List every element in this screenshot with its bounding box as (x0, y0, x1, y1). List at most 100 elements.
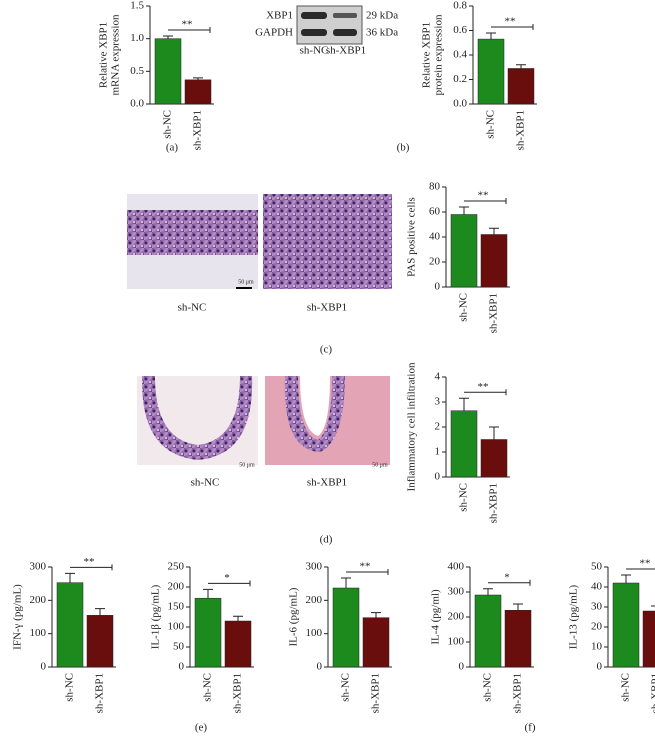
y-axis-title: mRNA expression (110, 14, 122, 95)
significance-bracket (346, 569, 389, 575)
significance-bracket (464, 389, 507, 396)
y-axis-title: Inflammatory cell infiltration (406, 362, 418, 491)
x-tick-label: sh-NC (458, 483, 470, 512)
y-tick-label: 50 (173, 641, 185, 653)
y-axis-title: IL-4 (pg/ml) (430, 589, 442, 645)
x-tick-label: sh-NC (64, 673, 76, 702)
panel-label: (e) (195, 722, 208, 734)
bar (480, 234, 508, 288)
y-tick-label: 100 (30, 627, 47, 639)
y-tick-label: 0 (41, 661, 47, 673)
image-label: sh-NC (191, 477, 220, 489)
image-label: sh-NC (178, 302, 207, 314)
y-tick-label: 0.8 (453, 0, 467, 12)
error-bar (489, 426, 499, 440)
significance-label: * (224, 572, 230, 584)
significance-label: ** (84, 556, 95, 568)
error-bar (193, 77, 203, 80)
x-tick-label: sh-XBP1 (370, 673, 382, 713)
x-tick-label: sh-NC (485, 110, 497, 139)
significance-label: ** (182, 19, 193, 31)
bar (56, 582, 84, 668)
y-tick-label: 200 (448, 611, 465, 623)
error-bar (483, 588, 493, 595)
y-tick-label: 1.5 (130, 0, 144, 12)
y-tick-label: 150 (168, 601, 185, 613)
y-tick-label: 0 (597, 661, 603, 673)
error-bar (513, 603, 523, 611)
y-tick-label: 1.0 (130, 32, 144, 44)
significance-bracket (488, 579, 531, 586)
bar (450, 410, 478, 478)
error-bar (486, 32, 496, 40)
x-tick-label: sh-XBP1 (512, 673, 524, 713)
bar (154, 38, 182, 105)
y-tick-label: 0.6 (453, 24, 467, 36)
y-tick-label: 0.2 (453, 73, 467, 85)
error-bar (459, 397, 469, 411)
y-tick-label: 100 (306, 627, 323, 639)
image-label: sh-XBP1 (307, 302, 347, 314)
y-tick-label: 100 (168, 621, 185, 633)
y-tick-label: 0 (435, 281, 441, 293)
bar (224, 620, 252, 668)
significance-label: ** (505, 15, 516, 27)
scale-bar: 50 μm (238, 279, 254, 285)
y-tick-label: 0 (317, 661, 323, 673)
bar (450, 214, 478, 288)
error-bar (516, 64, 526, 69)
blot-band (333, 29, 357, 36)
x-tick-label: sh-XBP1 (192, 110, 204, 150)
y-tick-label: 300 (306, 561, 323, 573)
x-tick-label: sh-XBP1 (232, 673, 244, 713)
y-tick-label: 300 (30, 561, 47, 573)
lumen (300, 376, 330, 436)
significance-bracket (491, 23, 534, 30)
error-bar (341, 577, 351, 588)
x-tick-label: sh-NC (340, 673, 352, 702)
y-tick-label: 60 (429, 206, 441, 218)
x-tick-label: sh-NC (458, 293, 470, 322)
tissue (284, 376, 345, 452)
y-tick-label: 0 (435, 471, 441, 483)
scale-bar: 50 μm (239, 462, 255, 468)
bar (194, 597, 222, 668)
y-tick-label: 20 (591, 621, 603, 633)
lane-label: sh-NC (300, 45, 329, 57)
x-tick-label: sh-XBP1 (515, 110, 527, 150)
bar (612, 582, 640, 668)
bar (642, 610, 655, 668)
panel-label: (b) (397, 142, 410, 154)
y-tick-label: 2 (435, 421, 441, 433)
x-tick-label: sh-NC (482, 673, 494, 702)
y-tick-label: 80 (429, 181, 441, 193)
bar (477, 38, 505, 105)
error-bar (65, 572, 75, 583)
panel-label: (f) (525, 722, 536, 734)
bar (184, 79, 212, 105)
error-bar (621, 574, 631, 583)
y-tick-label: 10 (591, 641, 603, 653)
y-tick-label: 200 (30, 594, 47, 606)
y-tick-label: 0.5 (130, 65, 144, 77)
y-tick-label: 0 (459, 661, 465, 673)
bar (474, 594, 502, 668)
image-label: sh-XBP1 (307, 477, 347, 489)
error-bar (203, 588, 213, 599)
bar (507, 68, 535, 105)
y-tick-label: 40 (591, 581, 603, 593)
y-tick-label: 1 (435, 446, 441, 458)
significance-bracket (208, 580, 251, 587)
x-tick-label: sh-XBP1 (488, 293, 500, 333)
error-bar (459, 206, 469, 215)
y-tick-label: 400 (448, 561, 465, 573)
blot-band (301, 29, 327, 36)
x-tick-label: sh-NC (620, 673, 632, 702)
y-axis-title: IFN-γ (pg/mL) (12, 584, 24, 650)
significance-label: ** (360, 561, 371, 573)
y-axis-title: IL-13 (pg/mL) (568, 584, 580, 649)
y-tick-label: 50 (591, 561, 603, 573)
y-axis-title: protein expression (433, 14, 445, 95)
y-tick-label: 250 (168, 561, 185, 573)
